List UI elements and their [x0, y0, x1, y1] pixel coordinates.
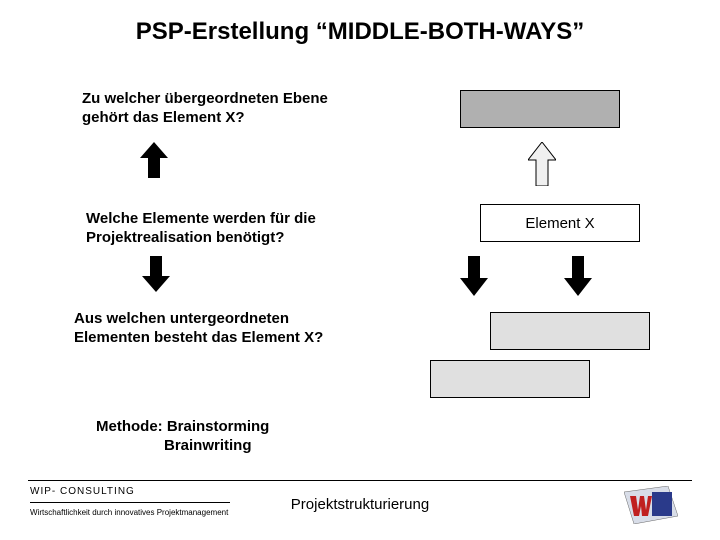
question-3-line2: Elementen besteht das Element X? [74, 329, 323, 346]
method-line2: Brainwriting [164, 437, 252, 456]
method-line1: Methode: Brainstorming [96, 418, 269, 435]
question-2-line2: Projektrealisation benötigt? [86, 229, 284, 246]
question-1: Zu welcher übergeordneten Ebene gehört d… [82, 90, 328, 128]
question-1-line1: Zu welcher übergeordneten Ebene [82, 90, 328, 107]
arrow-up-icon [140, 142, 168, 178]
box-child-2 [430, 360, 590, 398]
footer-center-text: Projektstrukturierung [0, 496, 720, 513]
arrow-down-icon [142, 256, 170, 292]
question-2-line1: Welche Elemente werden für die [86, 210, 316, 227]
box-child-1 [490, 312, 650, 350]
footer-divider [28, 480, 692, 481]
method-label: Methode: Brainstorming Brainwriting [96, 418, 269, 456]
wip-logo-icon [624, 486, 678, 524]
question-2: Welche Elemente werden für die Projektre… [86, 210, 316, 248]
arrow-up-outline-icon [528, 142, 556, 186]
question-3-line1: Aus welchen untergeordneten [74, 310, 289, 327]
page-title: PSP-Erstellung “MIDDLE-BOTH-WAYS” [0, 18, 720, 46]
question-3: Aus welchen untergeordneten Elementen be… [74, 310, 323, 348]
element-x-label: Element X [525, 215, 594, 232]
box-parent-level [460, 90, 620, 128]
question-1-line2: gehört das Element X? [82, 109, 245, 126]
arrow-down-right-icon [564, 256, 592, 296]
arrow-down-left-icon [460, 256, 488, 296]
box-element-x: Element X [480, 204, 640, 242]
